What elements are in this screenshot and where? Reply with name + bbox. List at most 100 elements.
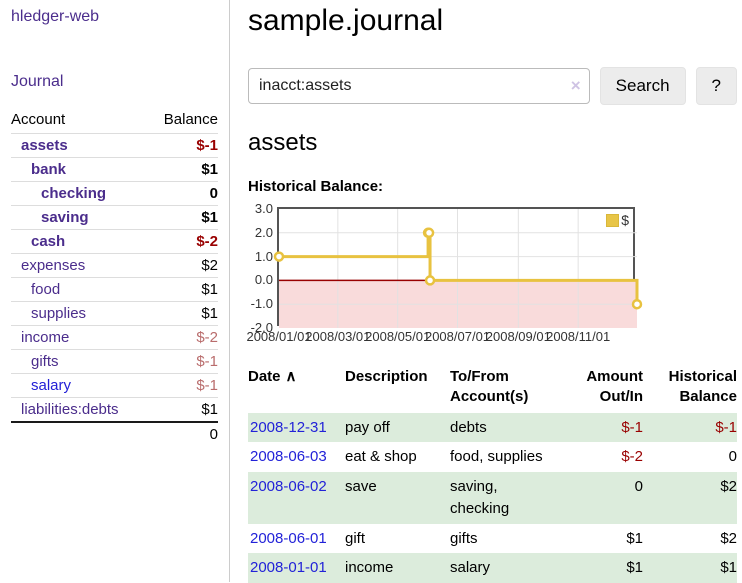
transaction-description: save: [345, 478, 377, 495]
x-tick-label: 2008/01/01: [246, 329, 312, 344]
account-link-checking[interactable]: checking: [41, 185, 107, 202]
account-link-supplies[interactable]: supplies: [31, 305, 87, 322]
transaction-balance: $-1: [715, 418, 737, 436]
y-tick-label: 1.0: [254, 248, 273, 264]
transaction-balance: $2: [720, 478, 737, 495]
main-content: sample.journal × Search ? assets Histori…: [246, 0, 737, 583]
search-input[interactable]: [248, 68, 590, 104]
sort-ascending-icon: ∧: [285, 368, 297, 385]
accounts-header-row: Account Balance: [11, 108, 218, 134]
account-link-income[interactable]: income: [21, 329, 70, 346]
chart-x-axis-labels: 2008/01/01 2008/03/01 2008/05/01 2008/07/01…: [246, 326, 637, 344]
transaction-accounts: debts: [450, 418, 487, 436]
y-tick-label: -2.0: [250, 320, 273, 335]
register-header-row: Date ∧ Description To/From Account(s) Amo…: [248, 367, 737, 413]
register-row: 2008-06-02 save saving, checking 0 $2: [248, 472, 737, 524]
transaction-date-link[interactable]: 2008-12-31: [250, 418, 327, 436]
account-row: checking 0: [11, 181, 218, 206]
account-link-liabilities-debts[interactable]: liabilities:debts: [21, 401, 119, 418]
y-tick-label: 3.0: [254, 201, 273, 216]
chart-plot-area: $: [273, 207, 643, 328]
account-link-assets[interactable]: assets: [21, 137, 68, 154]
account-balance: $1: [148, 157, 218, 182]
x-tick-label: 2008/11/01: [546, 329, 611, 344]
page-title: sample.journal: [248, 4, 444, 37]
balance-chart: 3.0 2.0 1.0 0.0 -1.0 -2.0 $: [248, 201, 737, 335]
account-row: bank $1: [11, 157, 218, 182]
account-balance: $-1: [148, 373, 218, 398]
transaction-date-link[interactable]: 2008-06-02: [250, 478, 327, 495]
account-link-cash[interactable]: cash: [31, 233, 66, 250]
account-row: supplies $1: [11, 301, 218, 326]
search-box: ×: [248, 68, 590, 104]
transaction-accounts: gifts: [450, 529, 478, 547]
account-row: saving $1: [11, 205, 218, 230]
register-row: 2008-12-31 pay off debts $-1 $-1: [248, 412, 737, 443]
account-balance: $1: [148, 301, 218, 326]
search-button[interactable]: Search: [599, 67, 686, 105]
y-tick-label: 2.0: [254, 224, 273, 240]
clear-search-icon[interactable]: ×: [570, 76, 581, 95]
accounts-header-balance: Balance: [163, 111, 218, 128]
account-balance: $-1: [148, 349, 218, 374]
transaction-description: pay off: [345, 418, 390, 436]
chart-legend: $: [606, 212, 629, 228]
accounts-total-value: 0: [148, 421, 218, 446]
help-button[interactable]: ?: [695, 67, 737, 105]
chart-canvas: [273, 209, 643, 328]
y-tick-label: -1.0: [250, 296, 273, 312]
brand-link[interactable]: hledger-web: [11, 8, 100, 25]
account-row: gifts $-1: [11, 349, 218, 374]
account-row: assets $-1: [11, 133, 218, 158]
accounts-table: Account Balance assets $-1 bank $1 check…: [11, 108, 218, 446]
transaction-description: gift: [345, 529, 366, 547]
transaction-amount: 0: [634, 478, 643, 495]
account-link-salary[interactable]: salary: [31, 377, 72, 394]
register-row: 2008-06-01 gift gifts $1 $2: [248, 524, 737, 554]
register-header-date[interactable]: Date ∧: [248, 368, 297, 385]
transaction-balance: 0: [728, 448, 737, 466]
account-balance: $2: [148, 253, 218, 278]
register-header-accounts: To/From Account(s): [450, 368, 529, 406]
account-row: liabilities:debts $1: [11, 397, 218, 422]
account-balance: 0: [148, 181, 218, 206]
transaction-description: income: [345, 559, 394, 577]
account-link-expenses[interactable]: expenses: [21, 257, 86, 274]
transaction-description: eat & shop: [345, 448, 417, 466]
chart-title: Historical Balance:: [248, 178, 384, 195]
account-balance: $-2: [148, 229, 218, 254]
x-tick-label: 2008/09/01: [485, 329, 551, 344]
register-row: 2008-06-03 eat & shop food, supplies $-2…: [248, 442, 737, 472]
sidebar: hledger-web Journal Account Balance asse…: [0, 0, 230, 582]
x-tick-label: 2008/03/01: [305, 329, 371, 344]
transaction-balance: $1: [720, 559, 737, 577]
account-link-gifts[interactable]: gifts: [31, 353, 59, 370]
account-row: food $1: [11, 277, 218, 302]
account-link-bank[interactable]: bank: [31, 161, 67, 178]
transaction-date-link[interactable]: 2008-01-01: [250, 559, 327, 577]
account-balance: $1: [148, 397, 218, 422]
account-row: cash $-2: [11, 229, 218, 254]
transaction-accounts: salary: [450, 559, 491, 577]
sidebar-item-journal[interactable]: Journal: [11, 73, 64, 90]
transaction-amount: $1: [626, 559, 643, 577]
transaction-date-link[interactable]: 2008-06-03: [250, 448, 327, 466]
search-form: × Search ?: [248, 67, 737, 105]
transaction-accounts: saving, checking: [450, 478, 510, 517]
account-balance: $-2: [148, 325, 218, 350]
account-balance: $1: [148, 277, 218, 302]
transaction-date-link[interactable]: 2008-06-01: [250, 529, 327, 547]
transaction-accounts: food, supplies: [450, 448, 543, 466]
register-header-amount: Amount Out/In: [586, 368, 643, 406]
account-link-food[interactable]: food: [31, 281, 61, 298]
y-tick-label: 0.0: [254, 272, 273, 288]
legend-label: $: [621, 212, 629, 228]
register-table: Date ∧ Description To/From Account(s) Amo…: [248, 367, 737, 583]
brand: hledger-web: [11, 8, 218, 26]
sidebar-nav: Journal: [11, 73, 218, 91]
register-header-balance: Historical Balance: [668, 368, 737, 406]
transaction-balance: $2: [720, 529, 737, 547]
transaction-amount: $1: [626, 529, 643, 547]
x-tick-label: 2008/07/01: [424, 329, 491, 344]
account-link-saving[interactable]: saving: [41, 209, 89, 226]
